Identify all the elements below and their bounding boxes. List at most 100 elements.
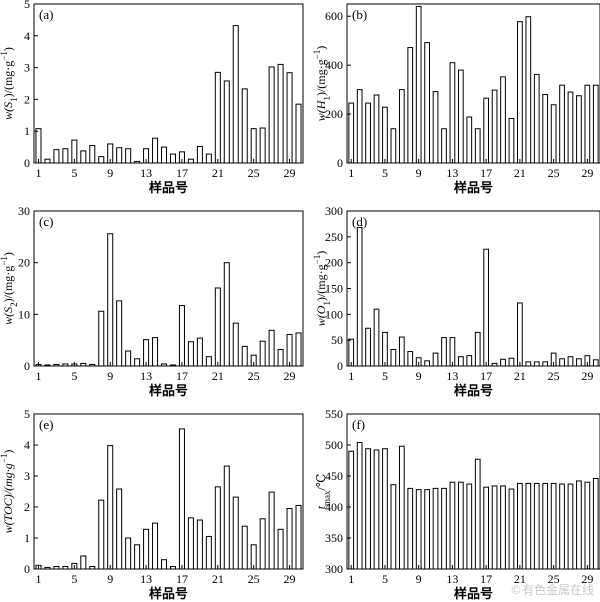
- bar-sample-26: [259, 127, 266, 164]
- watermark-text: ©有色金属在线: [509, 583, 594, 597]
- bar-sample-29: [286, 508, 293, 570]
- y-tick-label: 300: [325, 204, 343, 218]
- x-tick-label: 29: [284, 166, 296, 180]
- bar-sample-16: [169, 153, 176, 164]
- y-tick-label: 3: [24, 469, 30, 483]
- x-tick-label: 25: [548, 166, 560, 180]
- x-tick-label: 5: [71, 369, 77, 383]
- bar-sample-3: [365, 448, 371, 570]
- x-tick-label: 25: [248, 166, 260, 180]
- bar-sample-29: [286, 333, 293, 367]
- bar-sample-13: [449, 337, 456, 367]
- bar-sample-5: [382, 331, 388, 367]
- y-tick-label: 450: [325, 469, 343, 483]
- bar-sample-27: [268, 329, 275, 367]
- bar-sample-14: [152, 522, 159, 570]
- y-tick-label: 400: [325, 500, 343, 514]
- y-tick-label: 200: [325, 256, 343, 270]
- y-tick-label: 350: [325, 531, 343, 545]
- plot-frame: [346, 413, 600, 570]
- y-tick-label: 3: [24, 61, 30, 75]
- bar-sample-26: [259, 518, 266, 570]
- y-tick-label: 5: [24, 407, 30, 421]
- bar-sample-6: [390, 128, 397, 164]
- x-tick-label: 25: [248, 369, 260, 383]
- bar-sample-15: [466, 483, 473, 570]
- x-tick-label: 5: [71, 166, 77, 180]
- bar-sample-6: [80, 150, 87, 164]
- bar-sample-12: [134, 544, 141, 570]
- bar-sample-23: [232, 322, 239, 367]
- x-tick-label: 13: [446, 166, 458, 180]
- bar-sample-28: [277, 528, 284, 570]
- bar-sample-1: [348, 450, 355, 570]
- bar-sample-22: [525, 482, 532, 570]
- bar-sample-2: [44, 566, 51, 570]
- bar-sample-26: [559, 84, 565, 164]
- bar-sample-19: [500, 76, 506, 164]
- bar-sample-23: [232, 496, 239, 570]
- bar-sample-24: [241, 88, 248, 164]
- bar-sample-27: [268, 66, 275, 164]
- y-tick-label: 2: [24, 92, 30, 106]
- bar-sample-2: [356, 227, 363, 367]
- bar-sample-16: [474, 458, 481, 570]
- bar-sample-15: [466, 116, 473, 164]
- x-tick-label: 21: [212, 369, 224, 383]
- x-tick-label: 13: [140, 166, 152, 180]
- bar-sample-16: [169, 566, 176, 570]
- x-tick-label: 1: [348, 369, 354, 383]
- x-tick-label: 9: [107, 166, 113, 180]
- bar-sample-22: [525, 361, 532, 367]
- plot-frame: [33, 413, 304, 570]
- x-tick-label: 21: [514, 572, 526, 586]
- bar-sample-11: [432, 352, 439, 367]
- bar-sample-11: [125, 148, 132, 164]
- y-tick-label: 0: [24, 562, 30, 576]
- bar-sample-21: [517, 21, 523, 164]
- y-axis-label: w(O1)/(mg·g−1): [312, 251, 332, 326]
- bar-sample-8: [407, 351, 414, 367]
- bar-sample-10: [424, 42, 430, 164]
- bar-sample-24: [241, 345, 248, 367]
- bar-sample-15: [161, 363, 168, 367]
- y-tick-label: 500: [325, 438, 343, 452]
- y-tick-label: 1: [24, 531, 30, 545]
- bar-sample-3: [53, 363, 60, 367]
- bar-sample-26: [559, 483, 565, 570]
- bar-sample-1: [35, 128, 42, 164]
- bar-sample-14: [152, 337, 159, 367]
- x-axis-label: 样品号: [454, 180, 493, 196]
- y-tick-label: 20: [18, 256, 30, 270]
- y-tick-label: 1: [24, 124, 30, 138]
- x-tick-label: 29: [284, 369, 296, 383]
- bar-sample-9: [107, 445, 114, 570]
- bar-sample-4: [373, 94, 380, 164]
- y-tick-label: 4: [24, 438, 30, 452]
- bar-sample-7: [89, 363, 96, 367]
- bar-sample-8: [98, 310, 105, 367]
- bar-sample-6: [390, 348, 397, 367]
- y-tick-label: 0: [24, 359, 30, 373]
- x-axis-label: 样品号: [149, 180, 188, 196]
- bar-sample-11: [125, 537, 132, 570]
- y-tick-label: 600: [325, 9, 343, 23]
- bar-sample-8: [98, 156, 105, 164]
- bar-sample-14: [457, 481, 464, 570]
- y-tick-label: 200: [325, 107, 343, 121]
- y-tick-label: 5: [24, 0, 30, 11]
- bar-sample-10: [424, 489, 430, 570]
- x-tick-label: 1: [35, 166, 41, 180]
- bar-sample-18: [187, 341, 194, 367]
- bar-sample-29: [286, 72, 293, 164]
- y-tick-label: 250: [325, 230, 343, 244]
- bar-sample-16: [474, 128, 481, 164]
- y-tick-label: 50: [331, 333, 343, 347]
- bar-sample-19: [196, 337, 203, 367]
- x-tick-label: 9: [416, 369, 422, 383]
- panel-label: (e): [39, 417, 53, 432]
- bar-sample-21: [214, 71, 221, 164]
- plot-frame: [33, 210, 304, 367]
- bar-sample-7: [398, 445, 405, 570]
- panel-label: (a): [39, 7, 53, 22]
